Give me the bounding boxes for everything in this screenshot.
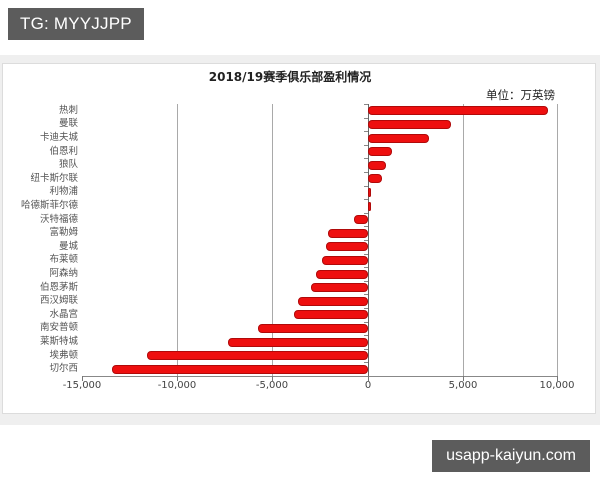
category-label: 利物浦	[49, 186, 78, 198]
x-tick-label: -5,000	[255, 380, 289, 391]
y-tick	[364, 362, 368, 364]
category-label: 水晶宫	[49, 308, 78, 320]
bar	[294, 310, 368, 320]
bar	[367, 174, 382, 184]
category-label: 曼联	[58, 118, 78, 130]
category-label: 哈德斯菲尔德	[20, 200, 78, 211]
bar	[258, 323, 368, 333]
x-tick	[557, 376, 558, 381]
x-tick	[368, 376, 369, 381]
chart-title: 2018/19赛季俱乐部盈利情况	[0, 68, 600, 85]
bar	[367, 187, 372, 197]
bar	[367, 147, 393, 157]
category-label: 阿森纳	[49, 268, 78, 279]
y-tick	[364, 348, 368, 350]
category-label: 卡迪夫城	[39, 132, 78, 143]
bar	[316, 269, 368, 279]
category-label: 布莱顿	[49, 254, 78, 266]
y-tick	[364, 144, 368, 146]
bar	[354, 215, 368, 225]
x-tick-label: 5,000	[448, 380, 478, 391]
x-tick-label: 0	[364, 380, 372, 391]
category-label: 伯恩利	[49, 145, 78, 157]
x-tick	[177, 376, 178, 381]
bar	[111, 364, 368, 374]
bar	[321, 255, 368, 265]
y-tick	[364, 253, 368, 255]
y-tick	[364, 335, 368, 337]
bar	[367, 201, 372, 211]
category-label: 富勒姆	[49, 227, 78, 239]
category-label: 南安普顿	[39, 322, 78, 334]
y-tick	[364, 117, 368, 119]
bar	[367, 133, 429, 143]
x-tick-label: 10,000	[539, 380, 575, 391]
bar	[367, 106, 549, 116]
y-tick	[364, 321, 368, 323]
bar	[367, 160, 386, 170]
x-axis-line	[82, 376, 558, 377]
y-tick	[364, 308, 368, 309]
bar	[146, 351, 368, 361]
y-tick	[364, 294, 368, 296]
y-tick	[364, 280, 368, 282]
category-label: 狼队	[58, 159, 78, 171]
x-tick-label: -15,000	[62, 380, 102, 391]
y-tick	[364, 172, 368, 173]
x-tick	[463, 376, 464, 381]
category-label: 伯恩茅斯	[39, 281, 78, 293]
bar	[367, 119, 452, 129]
chart-title-text: 2018/19赛季俱乐部盈利情况	[208, 70, 372, 84]
gridline	[177, 104, 178, 376]
plot-area	[82, 104, 558, 381]
category-label: 曼城	[58, 240, 78, 252]
y-tick	[364, 104, 368, 105]
y-tick	[364, 158, 368, 160]
unit-label: 单位：万英镑	[486, 88, 555, 102]
category-label: 莱斯特城	[39, 336, 78, 347]
y-tick	[364, 212, 368, 214]
category-label: 切尔西	[49, 363, 78, 375]
x-tick	[82, 376, 83, 381]
y-tick	[364, 267, 368, 269]
y-tick	[364, 240, 368, 241]
y-tick	[364, 131, 368, 133]
gridline	[463, 104, 464, 376]
category-label: 沃特福德	[39, 213, 78, 225]
bar	[327, 228, 368, 238]
y-axis-line	[368, 104, 369, 376]
watermark-top-tag: TG: MYYJJPP	[8, 8, 144, 40]
bar	[325, 242, 368, 252]
category-label: 埃弗顿	[49, 349, 78, 361]
y-tick	[364, 199, 368, 201]
gridline	[272, 104, 273, 376]
category-label: 热刺	[58, 104, 78, 116]
bar	[227, 337, 368, 347]
bar	[298, 296, 368, 306]
watermark-bottom-tag: usapp-kaiyun.com	[432, 440, 590, 472]
category-label: 西汉姆联	[39, 295, 78, 307]
x-tick-label: -10,000	[157, 380, 197, 391]
y-tick	[364, 226, 368, 228]
gridline	[557, 104, 558, 376]
category-label: 纽卡斯尔联	[30, 172, 78, 184]
x-tick	[272, 376, 273, 381]
bar	[311, 283, 368, 293]
y-tick	[364, 185, 368, 187]
